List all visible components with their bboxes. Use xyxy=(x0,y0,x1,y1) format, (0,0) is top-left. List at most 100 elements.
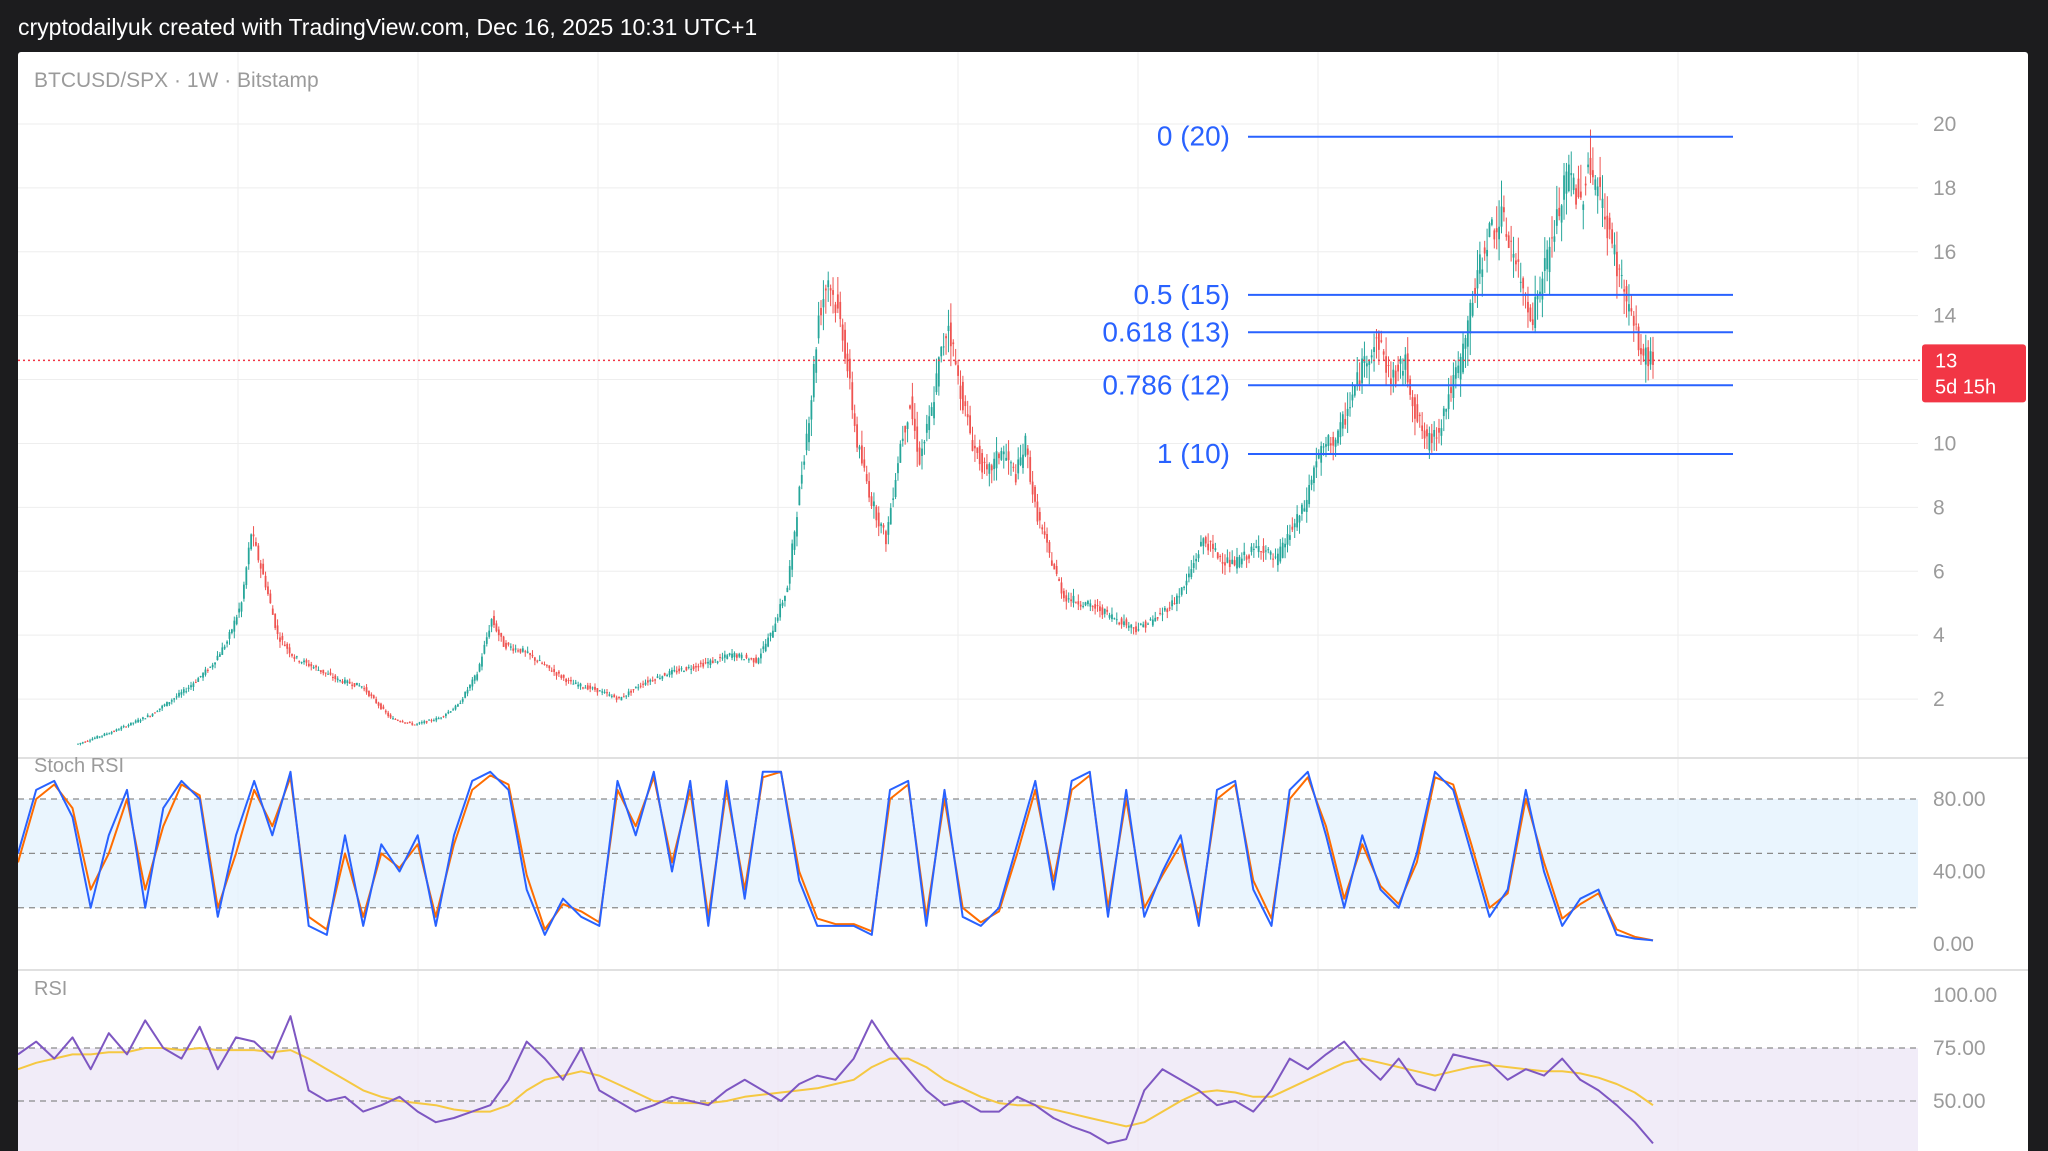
candle-body xyxy=(687,666,690,668)
candle-body xyxy=(1382,351,1385,355)
candle-body xyxy=(988,464,991,474)
candle-body xyxy=(856,424,858,448)
candle-body xyxy=(663,673,666,676)
candle-body xyxy=(565,678,568,683)
candle-body xyxy=(1298,515,1301,523)
candle-body xyxy=(791,543,794,570)
candle-body xyxy=(276,625,279,634)
candle-body xyxy=(1190,569,1193,577)
candle-body xyxy=(380,703,382,710)
candle-body xyxy=(1341,414,1344,429)
candle-body xyxy=(502,636,505,647)
candle-body xyxy=(1120,618,1123,625)
candle-body xyxy=(1642,348,1645,356)
candle-body xyxy=(252,534,255,537)
candle-body xyxy=(1159,612,1161,614)
candle-body xyxy=(512,648,515,651)
candle-body xyxy=(149,716,152,718)
candle-body xyxy=(358,685,361,687)
candle-body xyxy=(894,479,897,498)
rsi-pane[interactable]: 50.00 75.00 100.00 xyxy=(18,984,1997,1151)
candle-body xyxy=(295,656,298,658)
candle-body xyxy=(680,668,683,670)
stoch-tick-label: 80.00 xyxy=(1933,788,1986,811)
candle-body xyxy=(1339,422,1342,438)
candle-body xyxy=(839,301,842,320)
candle-body xyxy=(1421,425,1424,432)
fib-level-label: 0.786 (12) xyxy=(1102,369,1230,400)
candle-body xyxy=(185,691,188,693)
candle-body xyxy=(1599,177,1601,187)
candle-body xyxy=(945,336,947,339)
candle-body xyxy=(81,742,84,744)
candle-body xyxy=(1604,216,1606,220)
candle-body xyxy=(226,641,228,644)
candle-body xyxy=(98,736,101,738)
chart-area[interactable]: BTCUSD/SPX · 1W · Bitstamp 2 4 6 8 10 14 16 18 2… xyxy=(18,52,2028,1151)
candle-body xyxy=(711,660,714,664)
candle-body xyxy=(115,729,118,732)
candle-body xyxy=(723,654,726,658)
candle-body xyxy=(774,623,777,632)
candle-body xyxy=(1570,173,1573,176)
candle-body xyxy=(1291,526,1294,530)
candle-body xyxy=(1103,608,1106,614)
stoch-tick-label: 0.00 xyxy=(1933,933,1974,956)
candle-body xyxy=(1303,508,1306,512)
candle-body xyxy=(1579,191,1582,198)
candle-body xyxy=(161,705,164,709)
candle-body xyxy=(1286,534,1289,545)
candle-body xyxy=(1173,603,1176,605)
candle-body xyxy=(399,720,402,722)
candle-body xyxy=(661,676,664,679)
candle-body xyxy=(1433,429,1436,437)
candle-body xyxy=(897,463,899,474)
candle-body xyxy=(89,740,91,742)
candle-body xyxy=(1055,566,1058,574)
candle-body xyxy=(1245,556,1248,560)
candle-body xyxy=(1147,623,1149,625)
candle-body xyxy=(281,636,284,640)
candle-body xyxy=(545,664,548,666)
candle-body xyxy=(949,322,952,347)
candle-body xyxy=(413,724,416,726)
candle-body xyxy=(1527,301,1529,313)
candle-body xyxy=(1596,186,1599,197)
candle-body xyxy=(1325,444,1327,447)
candle-body xyxy=(844,329,846,359)
candle-body xyxy=(1616,251,1618,277)
candle-body xyxy=(271,608,274,615)
candle-body xyxy=(1553,236,1556,242)
candle-body xyxy=(1139,623,1142,625)
candle-body xyxy=(120,727,123,730)
chart-svg[interactable]: BTCUSD/SPX · 1W · Bitstamp 2468101416182… xyxy=(18,52,2028,1151)
candle-body xyxy=(1587,164,1589,168)
stoch-rsi-pane[interactable]: 0.00 40.00 80.00 xyxy=(18,770,1986,956)
candle-body xyxy=(1490,219,1493,225)
candle-body xyxy=(1175,595,1178,604)
candle-body xyxy=(1264,550,1267,552)
candle-body xyxy=(1476,270,1479,289)
candle-body xyxy=(1337,430,1339,444)
candle-body xyxy=(570,679,572,682)
candle-body xyxy=(146,715,149,718)
candle-body xyxy=(1644,347,1647,365)
candle-body xyxy=(1457,365,1460,374)
candle-body xyxy=(334,675,337,680)
candle-body xyxy=(812,363,815,398)
candle-body xyxy=(875,506,878,521)
candle-body xyxy=(675,670,678,673)
current-price-badge: 13 5d 15h xyxy=(1922,344,2026,403)
candle-body xyxy=(1171,600,1173,607)
candle-body xyxy=(1377,333,1380,350)
candle-body xyxy=(483,644,486,654)
candle-body xyxy=(190,685,192,688)
candle-body xyxy=(820,307,822,316)
candle-body xyxy=(459,702,462,704)
candle-body xyxy=(394,718,397,720)
candle-body xyxy=(1034,486,1036,502)
fibonacci-levels[interactable]: 0 (20) 0.5 (15) 0.618 (13) 0.786 (12) 1 (10) xyxy=(1102,121,1733,469)
candle-body xyxy=(1464,337,1467,349)
candle-body xyxy=(562,674,565,678)
candle-body xyxy=(913,418,916,431)
